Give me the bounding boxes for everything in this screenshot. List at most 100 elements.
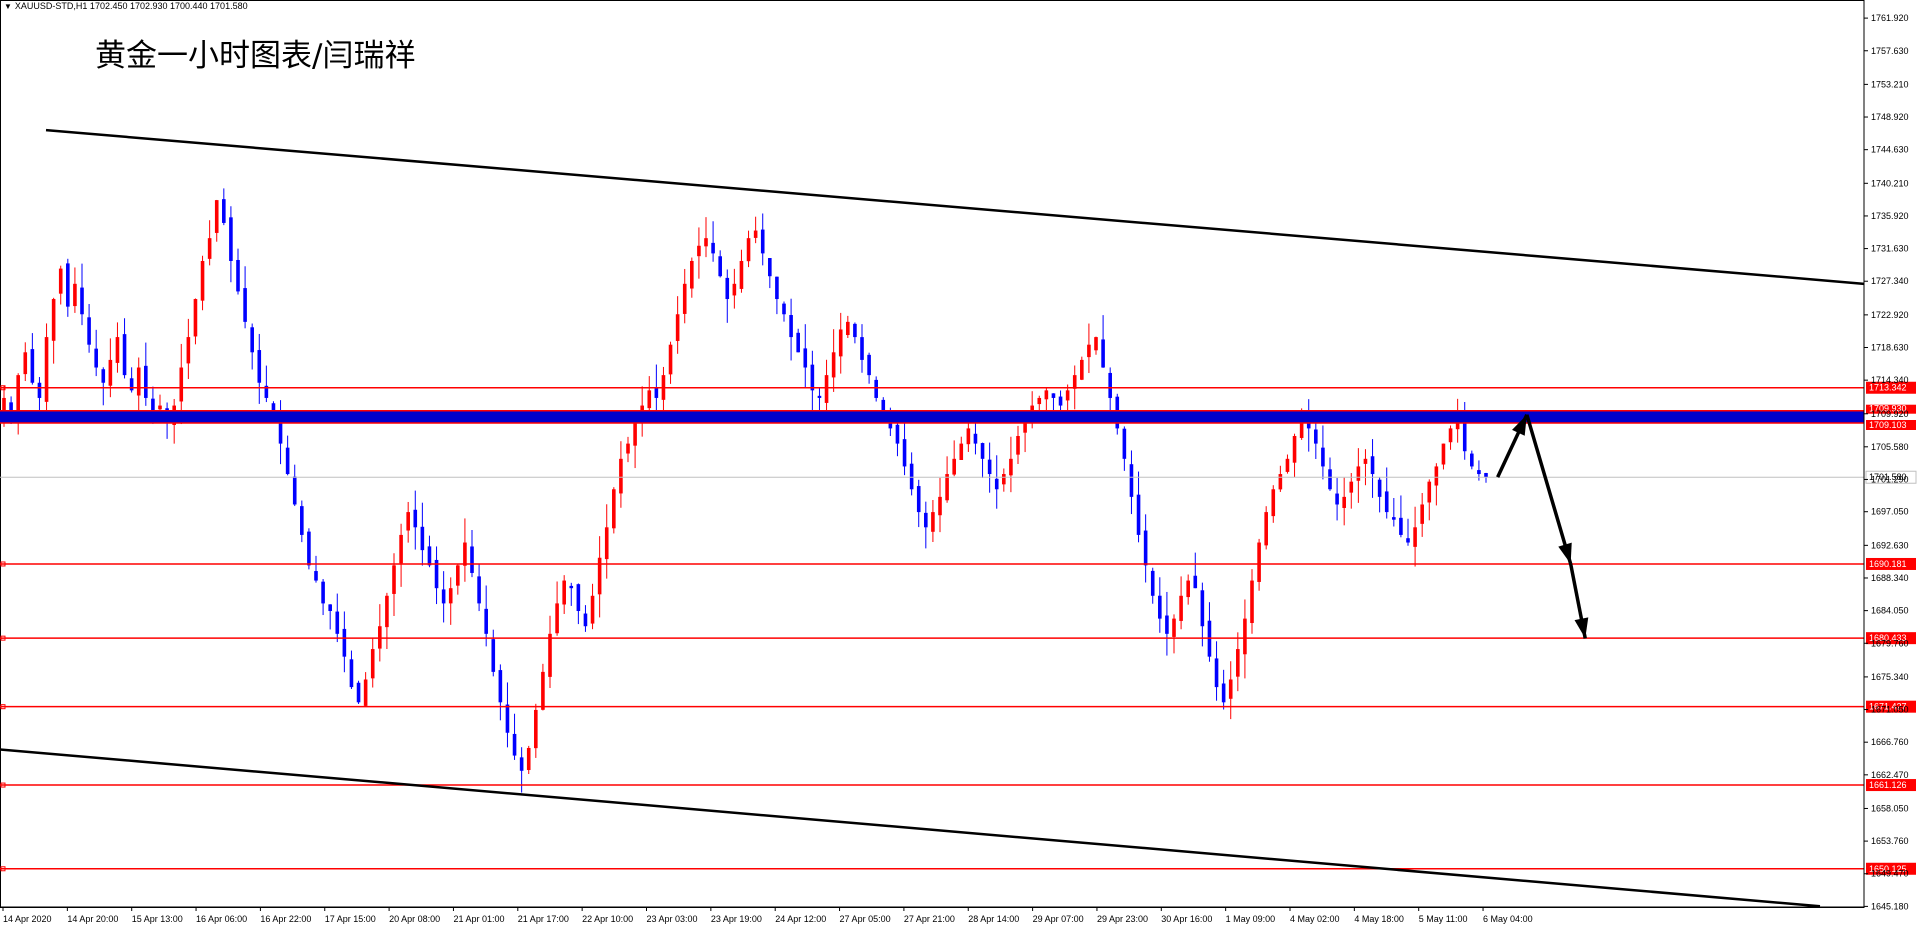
candle-body [1328, 469, 1332, 490]
candle-body [1023, 420, 1027, 433]
candle-body [1172, 618, 1176, 637]
candle-body [321, 581, 325, 604]
candle-body [186, 337, 191, 364]
candle-body [1228, 679, 1233, 699]
candle-body [129, 378, 134, 391]
candle-body [1087, 344, 1091, 358]
time-tick-label: 6 May 04:00 [1483, 914, 1533, 924]
level-price-tag [1866, 632, 1916, 645]
candle-body [307, 531, 311, 566]
symbol-info-text: XAUUSD-STD,H1 1702.450 1702.930 1700.440… [14, 1, 248, 11]
price-tick-label: 1744.630 [1871, 145, 1909, 155]
candle-body [207, 238, 212, 259]
plot-area [0, 0, 1865, 908]
candle-body [23, 352, 28, 375]
level-price-tag-label: 1661.126 [1869, 780, 1907, 790]
price-tick-label: 1722.920 [1871, 310, 1909, 320]
time-tick-label: 4 May 02:00 [1290, 914, 1340, 924]
candle-body [51, 299, 56, 341]
candle-body [214, 200, 219, 233]
candle-body [1044, 390, 1049, 400]
candle-body [824, 375, 829, 403]
candle-body [278, 420, 283, 444]
candle-body [158, 405, 162, 410]
candle-body [73, 283, 77, 307]
candle-body [335, 611, 340, 634]
time-tick-label: 21 Apr 01:00 [453, 914, 504, 924]
candle-body [328, 604, 332, 612]
time-tick-label: 21 Apr 17:00 [518, 914, 569, 924]
candle-body [1257, 542, 1261, 582]
level-anchor-marker [0, 782, 6, 788]
time-tick-label: 17 Apr 15:00 [325, 914, 376, 924]
forecast-arrow-target-head [1574, 617, 1589, 639]
dropdown-triangle-icon[interactable]: ▼ [4, 2, 12, 11]
candle-body [895, 424, 900, 444]
candle-body [548, 633, 552, 677]
candle-body [682, 283, 687, 314]
candle-body [1427, 481, 1432, 503]
candle-body [399, 534, 403, 564]
candle-body [285, 447, 290, 475]
candle-body [846, 321, 850, 336]
level-price-tag-label: 1680.433 [1869, 633, 1907, 643]
time-tick-label: 27 Apr 21:00 [904, 914, 955, 924]
time-tick-label: 1 May 09:00 [1226, 914, 1276, 924]
candle-body [1321, 447, 1325, 467]
bid-price-tag-label: 1701.580 [1869, 472, 1907, 482]
candle-body [151, 398, 155, 414]
candle-body [590, 595, 595, 624]
candle-body [179, 367, 184, 402]
candle-body [853, 323, 857, 338]
price-tick-label: 1671.050 [1871, 705, 1909, 715]
candle-body [541, 671, 545, 710]
candle-body [370, 649, 375, 679]
time-tick-label: 16 Apr 06:00 [196, 914, 247, 924]
candle-body [512, 733, 517, 756]
candle-body [193, 299, 198, 337]
candle-body [1470, 453, 1474, 467]
candle-body [9, 402, 13, 414]
candle-body [1051, 393, 1056, 398]
candle-body [860, 337, 864, 360]
candle-body [66, 263, 70, 307]
candle-body [718, 256, 722, 277]
time-axis: 14 Apr 2020 14 Apr 20:00 15 Apr 13:00 16 Ap… [0, 906, 1864, 924]
forecast-arrow-down-head [1558, 542, 1572, 564]
candle-body [1236, 649, 1240, 677]
price-axis: 1713.342 1690.181 1680.433 1671.427 1661.126… [1863, 0, 1917, 911]
price-tick-label: 1684.050 [1871, 606, 1909, 616]
time-tick-label: 29 Apr 07:00 [1033, 914, 1084, 924]
price-tick-label: 1761.920 [1871, 13, 1909, 23]
candle-body [1420, 504, 1424, 524]
candle-body [838, 329, 843, 357]
candle-body [555, 603, 559, 634]
candle-body [576, 584, 581, 612]
level-price-tag-label: 1713.342 [1869, 383, 1907, 393]
candle-body [463, 542, 467, 566]
candle-body [101, 369, 106, 383]
candle-body [1058, 396, 1063, 406]
price-tick-label: 1649.470 [1871, 869, 1909, 879]
time-tick-label: 23 Apr 19:00 [711, 914, 762, 924]
candle-body [1136, 494, 1141, 535]
plot-frame [0, 0, 1865, 908]
forecast-arrow-down [1525, 414, 1573, 565]
candle-body [243, 288, 247, 322]
price-tick-label: 1705.580 [1871, 442, 1909, 452]
candle-body [406, 512, 410, 531]
candle-body [633, 420, 637, 446]
candle-body [810, 364, 815, 391]
candle-body [470, 546, 474, 573]
candle-body [385, 595, 389, 628]
price-tick-label: 1709.920 [1871, 409, 1909, 419]
candle-body [675, 314, 680, 341]
candle-body [1143, 530, 1148, 566]
candle-body [534, 709, 538, 749]
price-tick-label: 1662.470 [1871, 770, 1909, 780]
candle-body [909, 463, 914, 490]
candle-body [1122, 428, 1127, 459]
candle-body [697, 245, 701, 257]
candle-body [1129, 464, 1134, 497]
candle-body [1377, 479, 1382, 497]
